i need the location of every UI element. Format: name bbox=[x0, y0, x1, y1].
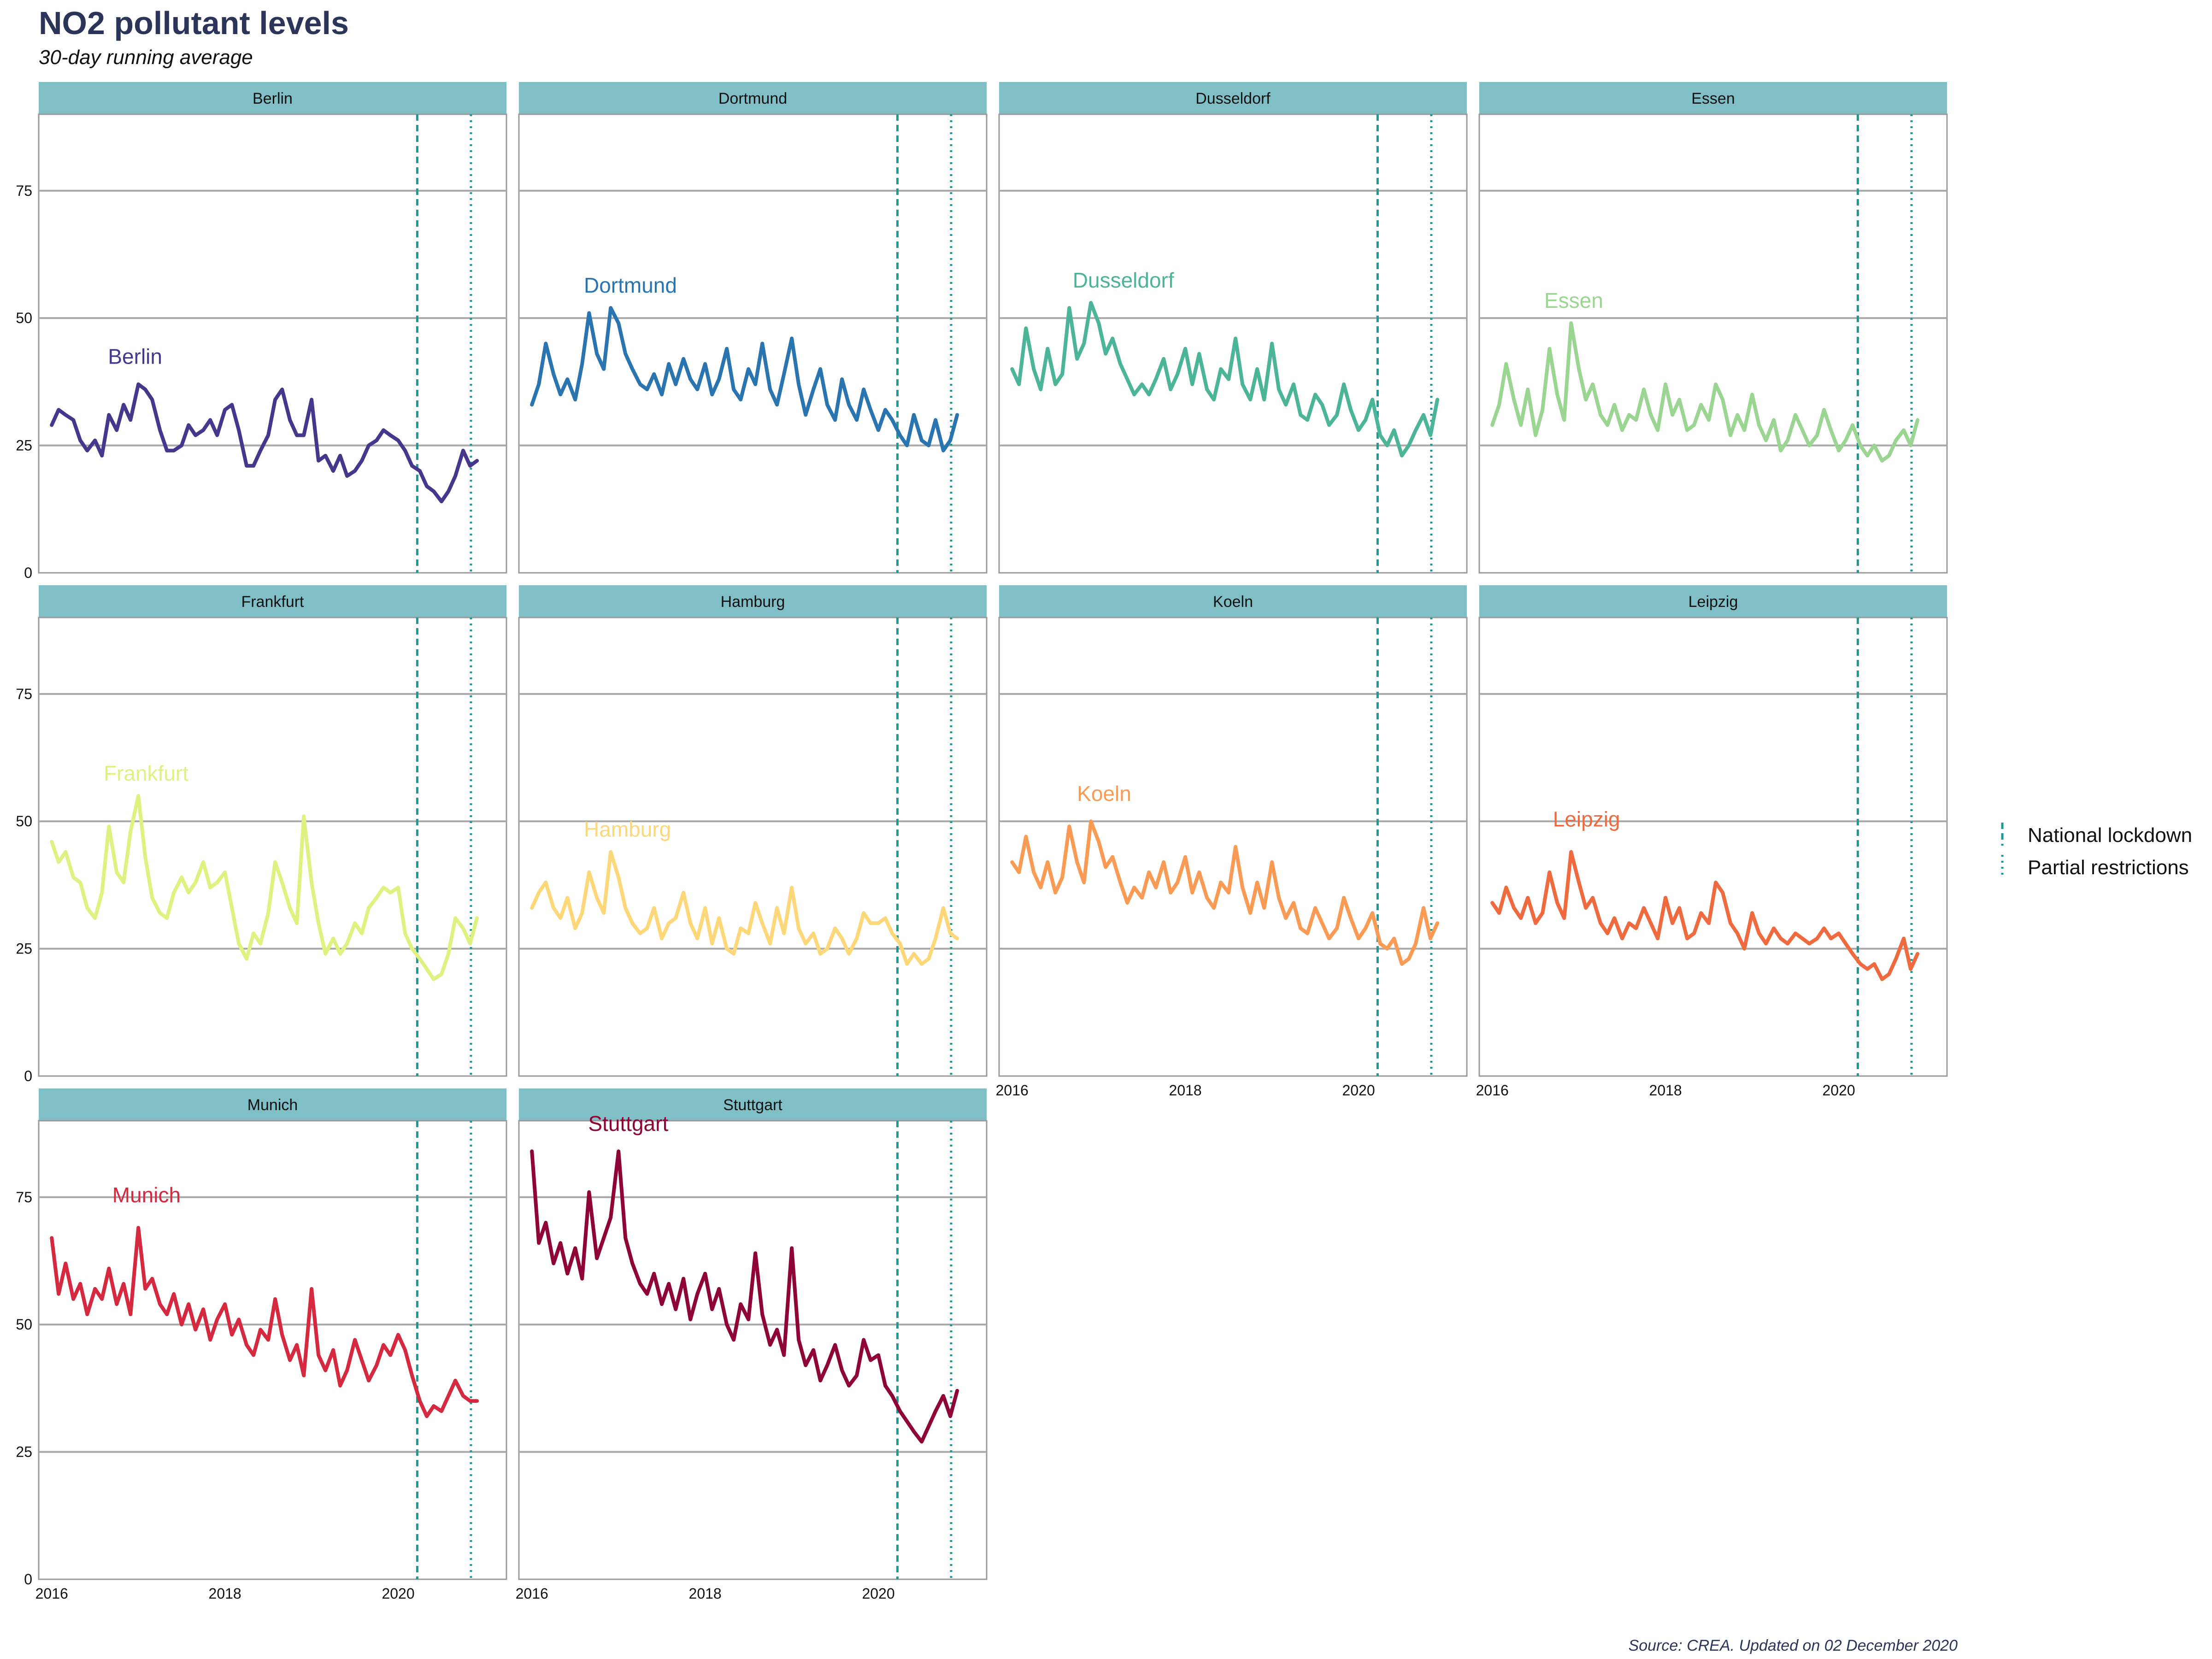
source-caption: Source: CREA. Updated on 02 December 202… bbox=[1628, 1637, 1958, 1654]
facet-strip-label: Frankfurt bbox=[241, 593, 304, 611]
facet-panel bbox=[1478, 617, 1948, 1077]
legend-label: National lockdown bbox=[2028, 824, 2192, 847]
x-tick-label: 2016 bbox=[35, 1585, 68, 1602]
facet-panel bbox=[38, 113, 507, 574]
series-label-koeln: Koeln bbox=[1077, 782, 1131, 806]
series-label-munich: Munich bbox=[112, 1183, 181, 1207]
facet-leipzig: Leipzig 2016 2018 2020 Leipzig bbox=[1476, 585, 1948, 1099]
x-tick-label: 2018 bbox=[689, 1585, 722, 1602]
facet-strip bbox=[519, 82, 987, 114]
y-tick-label: 75 bbox=[16, 1189, 32, 1206]
facet-strip bbox=[519, 585, 987, 618]
facet-strip-label: Berlin bbox=[253, 90, 293, 107]
series-line-frankfurt bbox=[50, 794, 479, 981]
facet-munich: Munich 0 25 50 75 2016 2018 2020 Munich bbox=[16, 1088, 507, 1602]
series-label-essen: Essen bbox=[1544, 288, 1603, 312]
x-tick-label: 2018 bbox=[209, 1585, 241, 1602]
series-label-hamburg: Hamburg bbox=[584, 817, 671, 841]
facet-dusseldorf: Dusseldorf Dusseldorf bbox=[998, 82, 1468, 574]
facet-panel bbox=[38, 1120, 507, 1580]
facet-panel bbox=[38, 617, 507, 1077]
x-tick-label: 2018 bbox=[1649, 1082, 1682, 1099]
series-line-hamburg bbox=[530, 850, 959, 966]
facet-panel bbox=[1478, 113, 1948, 574]
series-line-dortmund bbox=[530, 306, 959, 453]
facet-hamburg: Hamburg Hamburg bbox=[518, 585, 988, 1077]
facet-berlin: Berlin 0 25 50 75 Berlin bbox=[16, 82, 507, 581]
series-label-stuttgart: Stuttgart bbox=[588, 1112, 668, 1135]
facet-panel bbox=[518, 1120, 988, 1580]
x-tick-label: 2020 bbox=[1342, 1082, 1375, 1099]
series-label-dusseldorf: Dusseldorf bbox=[1073, 268, 1174, 292]
facet-strip bbox=[1479, 82, 1947, 114]
series-label-frankfurt: Frankfurt bbox=[104, 761, 188, 785]
x-tick-label: 2016 bbox=[516, 1585, 548, 1602]
series-line-dusseldorf bbox=[1010, 301, 1440, 458]
legend-label: Partial restrictions bbox=[2028, 856, 2189, 879]
facet-dortmund: Dortmund Dortmund bbox=[518, 82, 988, 574]
y-tick-label: 25 bbox=[16, 941, 32, 957]
series-line-munich bbox=[50, 1226, 479, 1418]
series-line-essen bbox=[1490, 321, 1920, 463]
series-line-koeln bbox=[1010, 819, 1440, 966]
series-line-berlin bbox=[50, 382, 479, 504]
facet-strip bbox=[519, 1088, 987, 1121]
facet-panel bbox=[998, 617, 1468, 1077]
y-tick-label: 0 bbox=[24, 1571, 32, 1588]
y-tick-label: 75 bbox=[16, 182, 32, 199]
facet-strip bbox=[39, 82, 506, 114]
y-tick-label: 75 bbox=[16, 686, 32, 702]
series-line-leipzig bbox=[1490, 850, 1920, 981]
series-label-leipzig: Leipzig bbox=[1553, 807, 1620, 831]
facet-strip bbox=[39, 585, 506, 618]
x-tick-label: 2016 bbox=[996, 1082, 1029, 1099]
legend: National lockdown Partial restrictions bbox=[2001, 823, 2192, 879]
y-tick-label: 50 bbox=[16, 1316, 32, 1333]
x-tick-label: 2020 bbox=[862, 1585, 894, 1602]
y-tick-label: 0 bbox=[24, 1068, 32, 1084]
facet-stuttgart: Stuttgart 2016 2018 2020 Stuttgart bbox=[516, 1088, 988, 1602]
facet-strip-label: Leipzig bbox=[1688, 593, 1738, 611]
series-line-stuttgart bbox=[530, 1149, 959, 1444]
facet-strip bbox=[999, 585, 1467, 618]
y-tick-label: 50 bbox=[16, 813, 32, 830]
series-label-dortmund: Dortmund bbox=[584, 273, 677, 297]
facet-strip-label: Dortmund bbox=[718, 90, 787, 107]
y-tick-label: 25 bbox=[16, 1444, 32, 1460]
facet-strip bbox=[39, 1088, 506, 1121]
facet-strip-label: Stuttgart bbox=[723, 1096, 782, 1114]
x-tick-label: 2020 bbox=[382, 1585, 414, 1602]
y-tick-label: 50 bbox=[16, 310, 32, 326]
facet-strip-label: Essen bbox=[1691, 90, 1735, 107]
facet-essen: Essen Essen bbox=[1478, 82, 1948, 574]
facet-frankfurt: Frankfurt 0 25 50 75 Frankfurt bbox=[16, 585, 507, 1084]
y-tick-label: 25 bbox=[16, 437, 32, 454]
chart-title: NO2 pollutant levels bbox=[39, 5, 349, 41]
facet-strip-label: Dusseldorf bbox=[1195, 90, 1271, 107]
chart-subtitle: 30-day running average bbox=[39, 46, 253, 69]
x-tick-label: 2020 bbox=[1822, 1082, 1855, 1099]
facet-strip bbox=[999, 82, 1467, 114]
facet-strip-label: Munich bbox=[247, 1096, 298, 1114]
facet-panel bbox=[518, 617, 988, 1077]
series-label-berlin: Berlin bbox=[108, 345, 162, 369]
facet-strip-label: Koeln bbox=[1213, 593, 1253, 611]
x-tick-label: 2016 bbox=[1476, 1082, 1509, 1099]
facet-panel bbox=[518, 113, 988, 574]
facet-strip-label: Hamburg bbox=[721, 593, 785, 611]
y-tick-label: 0 bbox=[24, 565, 32, 581]
facet-koeln: Koeln 2016 2018 2020 Koeln bbox=[996, 585, 1468, 1099]
x-tick-label: 2018 bbox=[1169, 1082, 1202, 1099]
facet-strip bbox=[1479, 585, 1947, 618]
